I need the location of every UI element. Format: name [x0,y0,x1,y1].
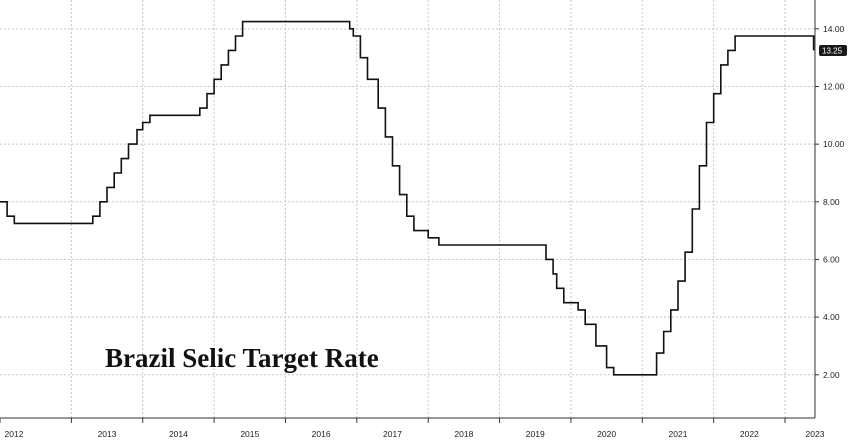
x-tick-label: 2022 [740,429,759,439]
chart-title: Brazil Selic Target Rate [105,343,379,373]
x-tick-label: 2018 [454,429,473,439]
x-tick-label: 2014 [169,429,188,439]
x-tick-label: 2016 [312,429,331,439]
x-tick-label: 2020 [597,429,616,439]
last-value-label: 13.25 [822,46,843,55]
y-axis: 2.00 4.00 6.00 8.00 10.00 12.00 14.00 [814,0,845,418]
y-tick-label: 12.00 [823,81,845,91]
x-tick-label: 2012 [5,429,24,439]
x-tick-label: 2017 [383,429,402,439]
x-axis: 2012 2013 2014 2015 2016 2017 2018 2019 2020 2021… [0,417,825,439]
grid-layer [0,0,815,418]
y-tick-label: 8.00 [823,197,840,207]
last-value-marker: 13.25 [819,44,847,56]
last-value-badge [819,44,847,56]
x-tick-label: 2015 [240,429,259,439]
y-tick-label: 10.00 [823,139,845,149]
x-tick-label: 2021 [669,429,688,439]
series-line [0,20,815,376]
x-tick-label: 2013 [98,429,117,439]
series-layer [0,20,815,376]
y-tick-label: 14.00 [823,24,845,34]
y-tick-label: 4.00 [823,312,840,322]
y-tick-label: 2.00 [823,370,840,380]
y-tick-label: 6.00 [823,254,840,264]
x-tick-label: 2019 [526,429,545,439]
x-tick-label: 2023 [806,429,825,439]
